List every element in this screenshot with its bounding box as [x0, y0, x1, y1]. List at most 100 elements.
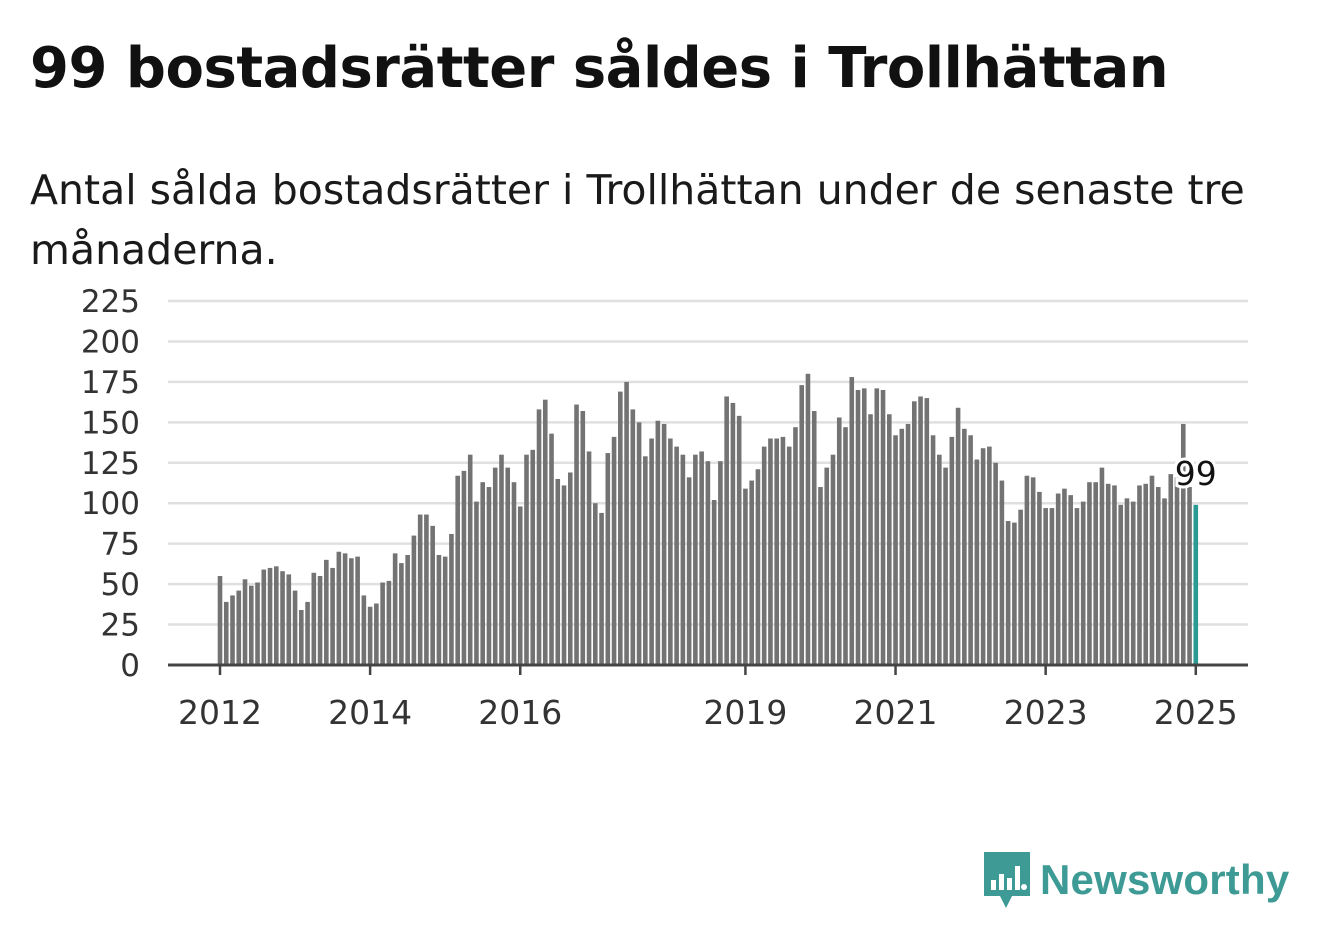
- bar: [361, 595, 367, 665]
- x-tick-label: 2014: [328, 693, 412, 732]
- bar: [987, 446, 992, 665]
- bar: [586, 451, 592, 665]
- bar: [1049, 508, 1055, 665]
- bar: [317, 576, 323, 665]
- y-tick-label: 175: [81, 365, 140, 401]
- bar: [1118, 504, 1124, 665]
- bar: [1087, 482, 1092, 665]
- bar: [242, 579, 248, 665]
- bar: [912, 401, 917, 665]
- bar: [949, 436, 955, 665]
- bar: [1012, 522, 1017, 665]
- y-tick-label: 200: [81, 324, 140, 360]
- bar: [386, 580, 392, 665]
- bar: [574, 404, 579, 665]
- bar: [636, 422, 642, 665]
- bar: [1005, 521, 1011, 665]
- bar: [718, 461, 723, 665]
- bar: [236, 590, 242, 665]
- bar: [630, 409, 636, 665]
- bar: [555, 478, 561, 665]
- x-tick-label: 2016: [478, 693, 562, 732]
- bar: [480, 482, 486, 665]
- bar: [855, 389, 861, 665]
- bar: [693, 454, 698, 665]
- y-tick-label: 100: [81, 486, 140, 522]
- bar: [511, 482, 517, 665]
- y-tick-label: 0: [120, 648, 140, 684]
- x-tick-label: 2023: [1004, 693, 1088, 732]
- bar: [711, 499, 717, 665]
- bar: [1130, 501, 1136, 665]
- bar: [811, 411, 817, 665]
- bar: [561, 485, 567, 665]
- bar: [1080, 501, 1086, 665]
- bar: [905, 423, 911, 665]
- bar: [449, 533, 454, 665]
- bar: [599, 512, 604, 665]
- bar: [530, 449, 536, 665]
- bar: [405, 554, 410, 665]
- bar: [1093, 482, 1098, 665]
- bars: [217, 373, 1199, 665]
- bar: [1024, 475, 1030, 665]
- bar: [380, 582, 385, 665]
- bar: [255, 582, 260, 665]
- x-tick-label: 2021: [854, 693, 938, 732]
- bar: [424, 514, 429, 665]
- bar: [374, 603, 379, 665]
- bar: [399, 563, 404, 665]
- labels: 0 25 50 75 100 125 150 175 200 225 2012 2014 2016 201…: [81, 284, 1238, 732]
- bar: [223, 601, 229, 665]
- axes: [168, 663, 1248, 675]
- bar: [686, 477, 692, 665]
- bar: [755, 469, 761, 665]
- bar: [580, 411, 586, 665]
- bar: [774, 438, 779, 665]
- bar: [930, 435, 936, 665]
- bar: [567, 472, 573, 665]
- bar: [324, 559, 329, 665]
- bar: [768, 438, 773, 665]
- bar: [980, 448, 986, 665]
- bar: [274, 566, 279, 665]
- bar: [392, 553, 398, 665]
- bar: [743, 488, 748, 665]
- bar: [786, 446, 792, 665]
- bar: [830, 454, 836, 665]
- x-tick-label: 2012: [178, 693, 262, 732]
- bar: [1187, 487, 1192, 665]
- bar: [1062, 488, 1067, 665]
- bar: [624, 381, 629, 665]
- bar: [937, 454, 942, 665]
- chart-title: 99 bostadsrätter såldes i Trollhättan: [30, 36, 1169, 101]
- bar: [780, 436, 786, 665]
- bar: [1180, 423, 1186, 665]
- bar: [517, 506, 523, 665]
- bar: [305, 601, 310, 665]
- bar: [749, 480, 754, 665]
- bar: [761, 446, 767, 665]
- bar: [1137, 485, 1142, 665]
- bar: [1174, 477, 1180, 665]
- bar: [330, 567, 335, 665]
- bar: [661, 423, 667, 665]
- bar: [261, 569, 267, 665]
- bar: [886, 414, 892, 665]
- bar: [1074, 508, 1080, 665]
- bar: [248, 585, 254, 665]
- bar: [417, 514, 423, 665]
- bar: [618, 391, 623, 665]
- bar: [955, 407, 961, 665]
- newsworthy-brand: Newsworthy: [982, 850, 1289, 910]
- bar: [430, 525, 435, 665]
- bar: [999, 480, 1005, 665]
- bar: [217, 576, 223, 665]
- bar: [467, 454, 473, 665]
- bar: [286, 574, 292, 665]
- bar: [924, 398, 930, 665]
- bar: [1155, 487, 1161, 665]
- bar: [968, 435, 973, 665]
- bar: [505, 467, 511, 665]
